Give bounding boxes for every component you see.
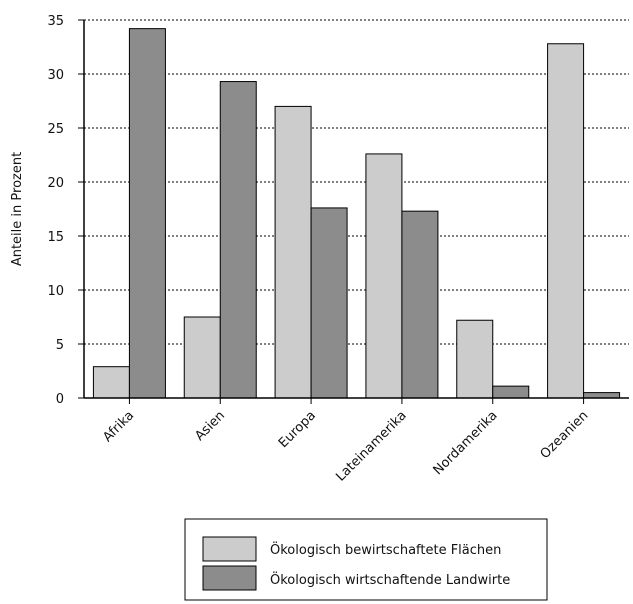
legend-label-series-1: Ökologisch bewirtschaftete Flächen [270,541,501,558]
y-tick-label: 0 [56,392,64,407]
y-tick-label: 15 [47,230,64,245]
bar-ozeanien-series-1 [547,43,585,399]
grid-lines [84,19,629,345]
bar-europa-series-2 [310,207,348,399]
y-tick-label: 25 [47,122,64,137]
bar-asien-series-2 [219,81,257,399]
x-tick-label: Lateinamerika [333,408,409,484]
bar-lateinamerika-series-2 [401,210,439,399]
legend: Ökologisch bewirtschaftete Flächen Ökolo… [184,518,548,601]
x-tick-label: Afrika [100,408,137,445]
y-tick-label: 10 [47,284,64,299]
y-tick-label: 20 [47,176,64,191]
bar-nordamerika-series-2 [492,385,530,399]
bar-asien-series-1 [183,316,221,399]
legend-swatch-series-2 [202,565,257,591]
x-axis-labels: Afrika Asien Europa Lateinamerika Nordamerik… [100,398,591,485]
bars [92,28,621,399]
y-axis-title: Anteile in Prozent [10,152,25,266]
bar-lateinamerika-series-1 [365,153,403,399]
y-axis-ticks: 0 5 10 15 20 25 30 35 [47,14,84,407]
x-tick-label: Nordamerika [431,408,501,478]
legend-label-series-2: Ökologisch wirtschaftende Landwirte [270,571,510,588]
bar-nordamerika-series-1 [456,319,494,399]
bar-afrika-series-1 [92,366,130,399]
bar-afrika-series-2 [128,28,166,399]
bar-europa-series-1 [274,105,312,399]
y-tick-label: 5 [56,338,64,353]
bar-ozeanien-series-2 [583,392,621,399]
legend-swatch-series-1 [202,536,257,562]
y-tick-label: 30 [47,68,64,83]
x-tick-label: Europa [276,408,319,451]
y-tick-label: 35 [47,14,64,29]
x-tick-label: Ozeanien [538,408,592,462]
x-tick-label: Asien [192,408,228,444]
